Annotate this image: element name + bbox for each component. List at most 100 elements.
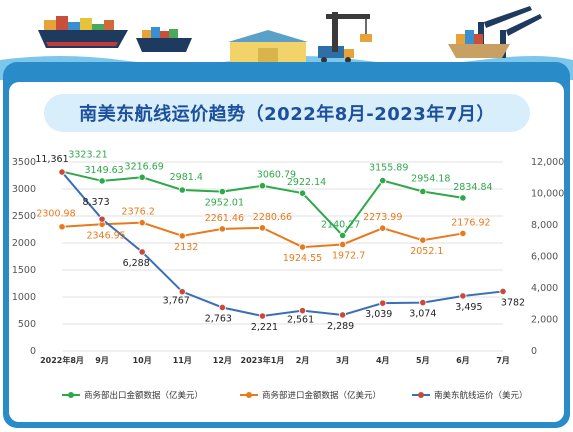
data-label: 3216.69 (125, 161, 164, 172)
series-line (61, 171, 504, 318)
right-axis-ticks: 0 2,000 4,000 6,000 8,000 10,000 12,000 (531, 157, 564, 357)
data-point (459, 229, 467, 238)
x-tick-label: 7月 (496, 356, 510, 365)
x-tick-label: 3月 (336, 356, 350, 365)
data-label: 2922.14 (287, 177, 326, 188)
x-tick-label: 11月 (173, 356, 192, 365)
left-axis-ticks: 0 500 1000 1500 2000 2500 3000 3500 (12, 157, 36, 357)
data-point (218, 225, 226, 233)
warehouse-icon (228, 30, 308, 64)
data-label: 3323.21 (68, 150, 107, 161)
data-label: 11,361 (35, 154, 68, 165)
data-point (339, 240, 347, 249)
left-tick-label: 3000 (12, 184, 36, 195)
data-point (98, 215, 106, 223)
data-label: 2273.99 (363, 212, 402, 223)
chart-title: 南美东航线运价趋势（2022年8月-2023年7月） (79, 104, 495, 125)
data-point (58, 223, 66, 231)
data-label: 2261.46 (205, 213, 244, 224)
data-label: 1972.7 (332, 250, 365, 261)
data-point (298, 307, 307, 315)
data-point (459, 194, 467, 202)
data-label: 3060.79 (257, 170, 296, 181)
data-label: 3,039 (365, 309, 392, 320)
data-point (298, 243, 307, 251)
x-axis-ticks: 2022年8月 9月 10月 11月 12月 2023年1月 2月 3月 4月 5月 6月 7月 (40, 355, 510, 365)
left-tick-label: 500 (18, 319, 36, 330)
data-point (58, 168, 66, 176)
data-label: 2280.66 (253, 212, 292, 223)
data-label: 2952.01 (205, 198, 244, 209)
x-tick-label: 5月 (416, 356, 430, 365)
series-lines (61, 170, 504, 318)
title-bar: 南美东航线运价趋势（2022年8月-2023年7月） (44, 94, 530, 132)
left-tick-label: 0 (30, 346, 36, 357)
series-points (58, 167, 507, 320)
data-point (178, 186, 186, 194)
crane-icon (326, 12, 372, 52)
data-label: 2,763 (205, 313, 232, 324)
right-tick-label: 12,000 (531, 157, 564, 168)
data-label: 3,495 (455, 302, 482, 313)
data-label: 3149.63 (84, 165, 123, 176)
data-label: 2,561 (287, 315, 314, 326)
data-label: 3,767 (163, 296, 190, 307)
right-tick-label: 6,000 (531, 252, 558, 263)
data-point (178, 288, 186, 296)
legend-label: 商务部出口金额数据（亿美元） (84, 390, 203, 401)
chart-panel (9, 82, 564, 422)
data-point (499, 287, 507, 296)
legend-label: 商务部进口金额数据（亿美元） (262, 390, 381, 401)
legend-marker (68, 392, 74, 398)
data-label: 3155.89 (369, 163, 408, 174)
data-label: 8,373 (82, 197, 109, 208)
left-tick-label: 1000 (12, 292, 36, 303)
cargo-ship-icon (448, 30, 510, 58)
data-point (419, 236, 427, 244)
data-label: 2176.92 (451, 217, 490, 228)
data-point (138, 248, 146, 256)
x-tick-label: 2月 (296, 356, 310, 365)
right-tick-label: 8,000 (531, 220, 558, 231)
data-point (218, 303, 226, 312)
data-point (298, 189, 307, 197)
data-label: 2140.27 (321, 219, 360, 230)
right-tick-label: 4,000 (531, 283, 558, 294)
data-point (379, 224, 387, 232)
gridlines (62, 161, 503, 352)
data-label: 6,288 (123, 258, 150, 269)
data-label: 2981.4 (170, 172, 203, 183)
data-label: 2052.1 (410, 246, 443, 257)
data-label: 3782 (501, 297, 525, 308)
data-label: 2376.2 (122, 207, 155, 218)
left-tick-label: 1500 (12, 265, 36, 276)
right-tick-label: 10,000 (531, 189, 564, 200)
data-label: 3,074 (409, 309, 436, 320)
data-point (218, 187, 226, 196)
data-label: 2,221 (251, 322, 278, 333)
data-point (258, 224, 267, 232)
data-label: 1924.55 (283, 253, 322, 264)
data-point (258, 312, 267, 320)
cargo-ship-icon (38, 16, 128, 48)
right-tick-label: 2,000 (531, 315, 558, 326)
left-tick-label: 2500 (12, 211, 36, 222)
x-tick-label: 2023年1月 (241, 355, 285, 365)
data-point (178, 232, 186, 240)
data-point (339, 231, 347, 240)
data-point (138, 173, 146, 181)
x-tick-label: 9月 (95, 356, 109, 365)
x-tick-label: 6月 (456, 356, 470, 365)
cargo-ship-icon (136, 27, 192, 52)
data-label: 2954.18 (411, 173, 450, 184)
data-point (379, 176, 387, 185)
legend-marker (418, 392, 424, 398)
data-label: 2300.98 (36, 209, 75, 220)
left-tick-label: 3500 (12, 157, 36, 168)
data-point (98, 177, 106, 185)
legend: 商务部出口金额数据（亿美元） 商务部进口金额数据（亿美元） 南美东航线运价（美元） (62, 390, 528, 401)
data-point (339, 311, 347, 319)
data-point (379, 299, 387, 307)
data-labels: 3323.21 3149.63 3216.69 2981.4 2952.01 3060.7… (35, 150, 525, 333)
